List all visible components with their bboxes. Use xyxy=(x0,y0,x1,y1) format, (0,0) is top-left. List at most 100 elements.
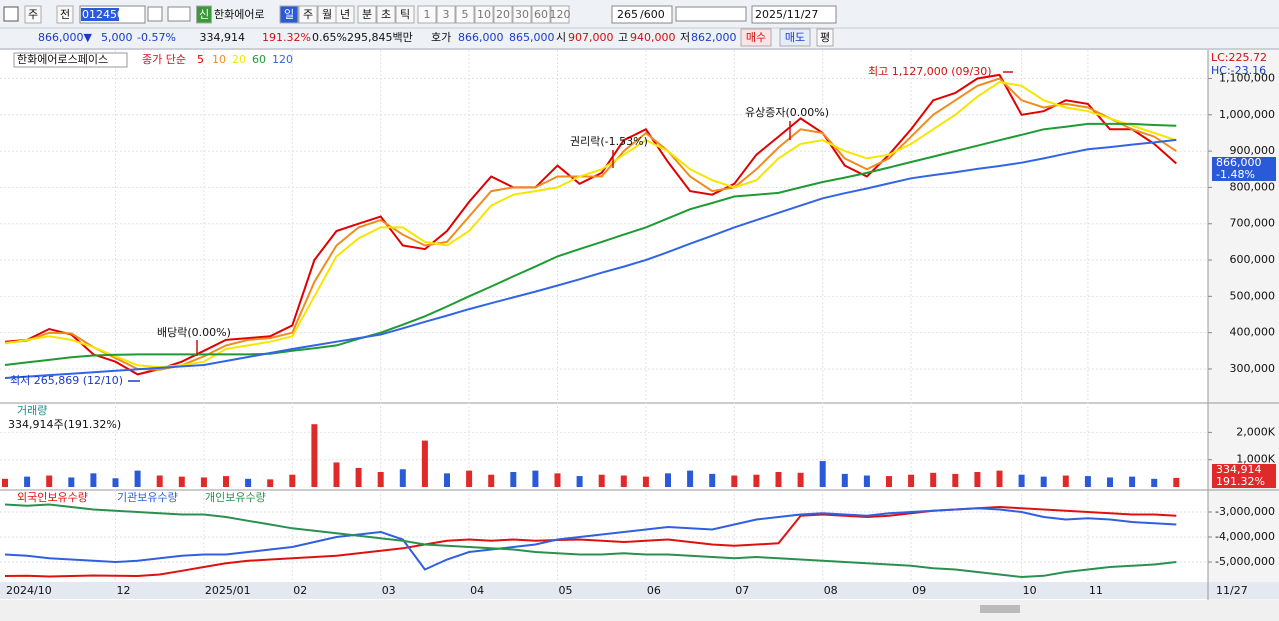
market-button-bg[interactable] xyxy=(24,5,42,24)
avg-button-bg[interactable] xyxy=(816,28,834,47)
title-box xyxy=(13,52,128,68)
y-tick-label: 800,000 xyxy=(1230,180,1276,193)
stock-name[interactable]: 한화에어로 xyxy=(214,8,265,21)
y-tick-label: -3,000,000 xyxy=(1215,505,1275,518)
interval-button[interactable]: 5 xyxy=(462,8,469,21)
period-button-bg[interactable] xyxy=(395,5,415,24)
bar-count[interactable]: 265 xyxy=(617,8,638,21)
series-line xyxy=(4,81,1177,369)
period-button[interactable]: 년 xyxy=(340,8,350,21)
legend-entry: 20 xyxy=(232,53,246,66)
period-button-bg[interactable] xyxy=(279,5,299,24)
y-tick-label: 600,000 xyxy=(1230,253,1276,266)
period-button[interactable]: 월 xyxy=(322,8,332,21)
y-tick-label: -5,000,000 xyxy=(1215,555,1275,568)
quote-low: 862,000 xyxy=(691,31,737,44)
sell-button[interactable]: 매도 xyxy=(785,31,805,44)
current-price: 866,000 xyxy=(1216,156,1262,169)
period-button-bg[interactable] xyxy=(298,5,318,24)
period-button-bg[interactable] xyxy=(335,5,355,24)
period-button[interactable]: 초 xyxy=(381,8,391,21)
volume-bar xyxy=(996,470,1003,487)
sell-button-bg[interactable] xyxy=(779,28,811,47)
period-button-bg[interactable] xyxy=(357,5,377,24)
interval-button[interactable]: 20 xyxy=(496,8,510,21)
volume-bar xyxy=(466,470,473,487)
interval-button-bg[interactable] xyxy=(474,5,494,24)
interval-button-bg[interactable] xyxy=(512,5,532,24)
period-button[interactable]: 주 xyxy=(303,8,313,21)
interval-button[interactable]: 30 xyxy=(515,8,529,21)
legend-entry: 60 xyxy=(252,53,266,66)
period-button[interactable]: 틱 xyxy=(400,8,410,21)
avg-button[interactable]: 평 xyxy=(820,31,830,44)
interval-button[interactable]: 10 xyxy=(477,8,491,21)
buy-button-bg[interactable] xyxy=(740,28,772,47)
interval-button-bg[interactable] xyxy=(493,5,513,24)
new-badge[interactable]: 신 xyxy=(199,8,209,21)
y-tick-label: 400,000 xyxy=(1230,326,1276,339)
scroll-thumb[interactable] xyxy=(980,605,1020,613)
buy-button[interactable]: 매수 xyxy=(746,31,766,44)
y-tick-label: 1,100,000 xyxy=(1219,72,1275,85)
interval-button-bg[interactable] xyxy=(531,5,551,24)
volume-bar xyxy=(532,470,539,487)
volume-bar xyxy=(245,478,252,487)
volume-bar xyxy=(687,470,694,487)
annotation: 최고 1,127,000 (09/30) xyxy=(868,65,992,78)
period-button[interactable]: 분 xyxy=(362,8,372,21)
layout-icon[interactable] xyxy=(3,6,19,22)
lc-value: LC:225.72 xyxy=(1211,51,1267,64)
search-icon[interactable] xyxy=(147,6,163,22)
interval-button-bg[interactable] xyxy=(550,5,570,24)
volume-bar xyxy=(709,473,716,487)
x-tick-label: 11 xyxy=(1089,584,1103,597)
quote-ask: 866,000 xyxy=(458,31,504,44)
volume-bar xyxy=(554,473,561,487)
volume-bar xyxy=(1040,476,1047,487)
volume-bar xyxy=(267,479,274,487)
interval-button[interactable]: 60 xyxy=(534,8,548,21)
volume-bar xyxy=(1151,478,1158,487)
volume-bar xyxy=(112,478,119,487)
y-tick-label: -4,000,000 xyxy=(1215,530,1275,543)
interval-button[interactable]: 1 xyxy=(424,8,431,21)
prev-button[interactable]: 전 xyxy=(60,8,70,21)
period-button-bg[interactable] xyxy=(376,5,396,24)
period-button[interactable]: 일 xyxy=(284,7,294,21)
quote-amount: 295,845백만 xyxy=(347,31,413,44)
volume-bar xyxy=(576,476,583,487)
sound-icon[interactable] xyxy=(167,6,191,22)
count-input[interactable] xyxy=(611,5,673,24)
interval-button[interactable]: 3 xyxy=(443,8,450,21)
volume-bar xyxy=(819,461,826,487)
quote-price: 866,000▼ xyxy=(38,31,92,44)
quote-open-label: 시 xyxy=(556,31,566,44)
chart-date[interactable]: 2025/11/27 xyxy=(755,8,818,21)
interval-button[interactable]: 120 xyxy=(550,8,571,21)
current-change: -1.48% xyxy=(1216,168,1255,181)
volume-bar xyxy=(488,474,495,487)
quote-volume: 334,914 xyxy=(200,31,246,44)
stock-code[interactable]: 012450 xyxy=(82,8,124,21)
volume-bar xyxy=(399,469,406,487)
x-tick-label: 05 xyxy=(559,584,573,597)
new-badge-bg[interactable] xyxy=(196,5,212,24)
quote-open: 907,000 xyxy=(568,31,614,44)
legend-entry: 120 xyxy=(272,53,293,66)
legend-entry: 외국인보유수량 xyxy=(17,491,88,504)
date-input[interactable] xyxy=(751,5,837,24)
current-price-bg xyxy=(1212,157,1276,181)
prev-button-bg[interactable] xyxy=(56,5,74,24)
market-button[interactable]: 주 xyxy=(28,8,38,21)
volume-bar xyxy=(90,473,97,487)
y-tick-label: 1,000K xyxy=(1236,453,1275,466)
tool-icons[interactable] xyxy=(675,6,747,22)
volume-bar xyxy=(289,474,296,487)
interval-button-bg[interactable] xyxy=(455,5,475,24)
interval-button-bg[interactable] xyxy=(417,5,437,24)
volume-bar xyxy=(930,472,937,487)
interval-button-bg[interactable] xyxy=(436,5,456,24)
scrollbar[interactable] xyxy=(0,600,1279,621)
series-line xyxy=(4,505,1177,578)
